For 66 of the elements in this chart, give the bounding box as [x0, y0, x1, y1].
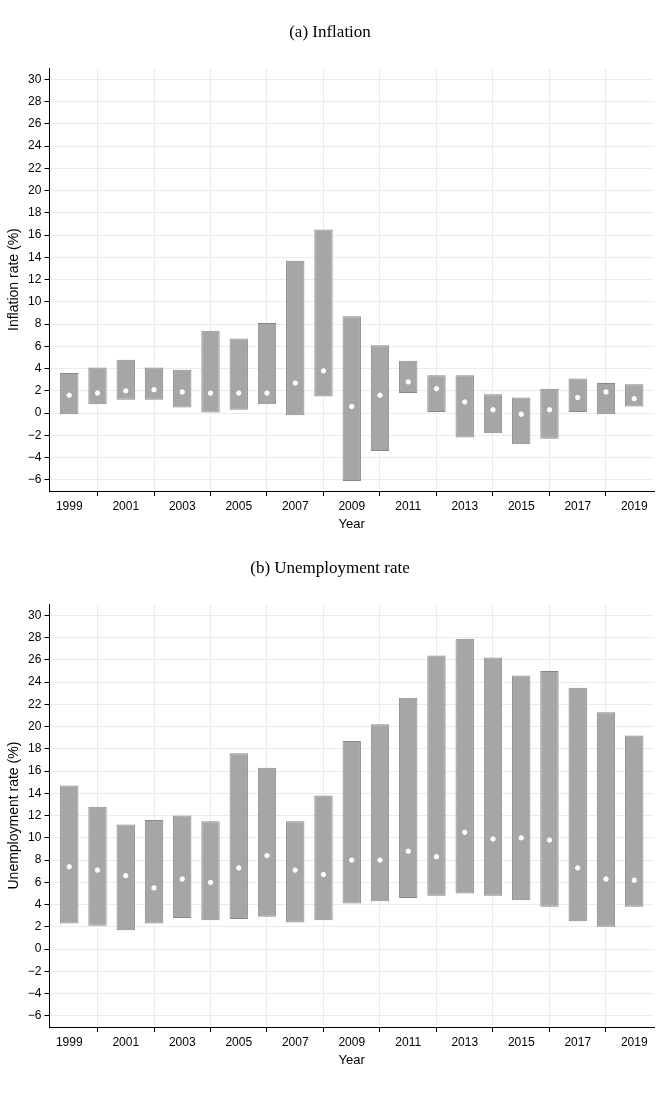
y-tick-label: 28: [28, 93, 42, 108]
y-tick-label: 20: [28, 182, 42, 197]
y-tick-label: 30: [28, 607, 42, 622]
y-tick-label: 24: [28, 674, 42, 689]
x-tick-label: 2017: [564, 1034, 592, 1049]
x-tick-label: 1999: [55, 498, 83, 513]
x-tick-label: 2005: [225, 498, 253, 513]
y-tick-label: 18: [28, 205, 42, 220]
y-tick-label: 28: [28, 629, 42, 644]
y-tick-label: 18: [28, 741, 42, 756]
y-axis-title: Inflation rate (%): [5, 228, 22, 331]
x-tick-label: 2019: [620, 498, 648, 513]
y-tick-label: 0: [34, 405, 42, 420]
x-tick-label: 2015: [507, 498, 535, 513]
x-tick-label: 2013: [451, 1034, 479, 1049]
y-tick-label: 8: [34, 316, 42, 331]
x-tick-label: 2015: [507, 1034, 535, 1049]
y-tick-label: 14: [28, 785, 42, 800]
x-tick-label: 2017: [564, 498, 592, 513]
x-tick-label: 2007: [281, 1034, 309, 1049]
y-tick-label: 16: [28, 763, 42, 778]
x-tick-label: 2003: [168, 1034, 196, 1049]
x-tick-label: 2011: [395, 1034, 422, 1049]
x-tick-label: 2019: [620, 1034, 648, 1049]
x-tick-label: 2001: [112, 498, 140, 513]
y-tick-label: 24: [28, 138, 42, 153]
x-tick-label: 2013: [451, 498, 479, 513]
y-tick-label: 26: [28, 652, 42, 667]
x-tick-label: 1999: [55, 1034, 83, 1049]
x-tick-label: 2009: [338, 498, 366, 513]
y-tick-label: −6: [27, 472, 42, 487]
y-tick-label: 20: [28, 718, 42, 733]
y-tick-label: 22: [28, 696, 42, 711]
y-tick-label: −6: [27, 1008, 42, 1023]
x-tick-label: 2003: [168, 498, 196, 513]
y-tick-label: −4: [27, 985, 42, 1000]
y-tick-label: 26: [28, 116, 42, 131]
y-tick-label: 8: [34, 852, 42, 867]
chart-title: (a) Inflation: [288, 21, 372, 43]
y-tick-label: −2: [27, 427, 42, 442]
y-tick-label: 4: [34, 360, 42, 375]
x-tick-label: 2005: [225, 1034, 253, 1049]
y-tick-label: 14: [28, 249, 42, 264]
x-tick-label: 2011: [395, 498, 422, 513]
y-tick-label: 12: [28, 807, 42, 822]
y-tick-label: 10: [28, 294, 42, 309]
y-tick-label: 30: [28, 71, 42, 86]
x-tick-label: 2001: [112, 1034, 140, 1049]
y-tick-label: 6: [34, 338, 42, 353]
y-tick-label: −4: [27, 449, 42, 464]
y-tick-label: 16: [28, 227, 42, 242]
x-tick-label: 2009: [338, 1034, 366, 1049]
y-tick-label: 12: [28, 271, 42, 286]
y-tick-label: 2: [34, 919, 42, 934]
chart-title: (b) Unemployment rate: [249, 557, 411, 579]
y-tick-label: −2: [27, 963, 42, 978]
y-axis-title: Unemployment rate (%): [5, 741, 22, 890]
y-tick-label: 6: [34, 874, 42, 889]
y-tick-label: 10: [28, 830, 42, 845]
x-tick-label: 2007: [281, 498, 309, 513]
y-tick-label: 0: [34, 941, 42, 956]
y-tick-label: 4: [34, 896, 42, 911]
y-tick-label: 22: [28, 160, 42, 175]
y-tick-label: 2: [34, 383, 42, 398]
x-axis-title: Year: [338, 515, 366, 531]
x-axis-title: Year: [338, 1051, 366, 1067]
